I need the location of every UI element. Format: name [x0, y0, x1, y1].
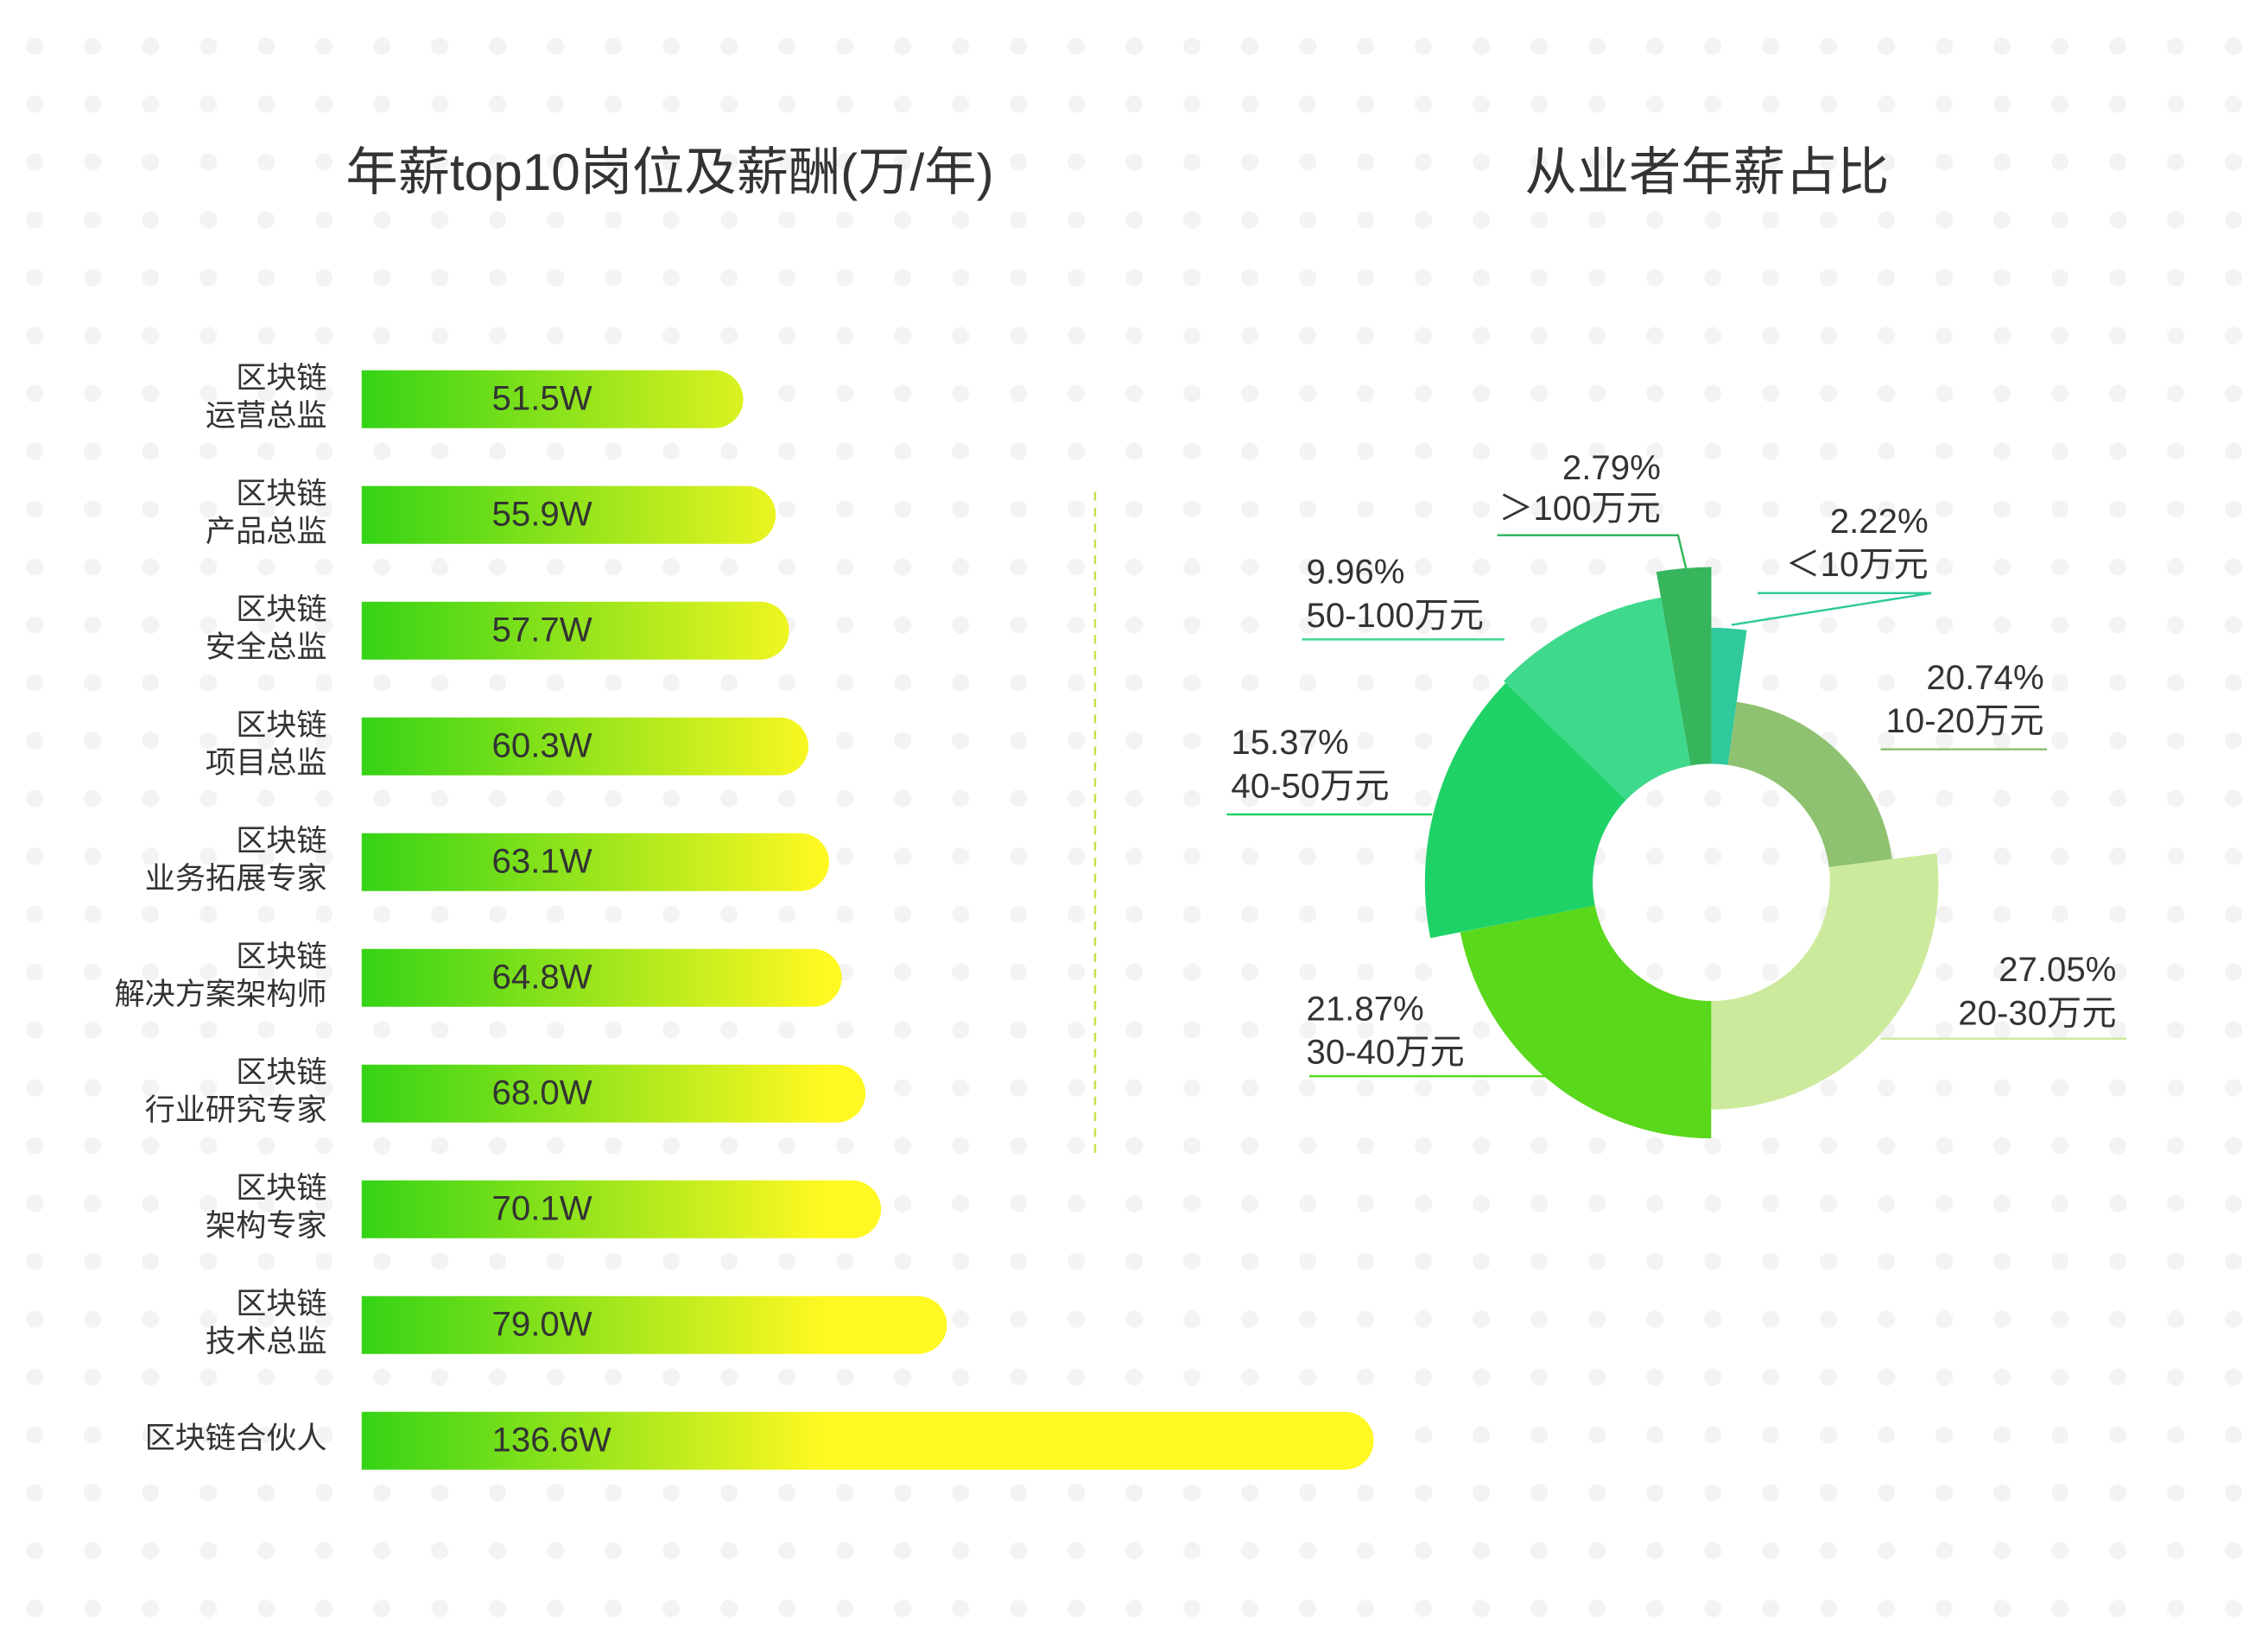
slice-value-label: 2.79%: [1562, 448, 1661, 487]
rose-slice: [1727, 701, 1892, 868]
rose-slice: [1424, 682, 1626, 939]
slice-value-label: 15.37%: [1231, 723, 1348, 762]
slice-value-label: 2.22%: [1830, 502, 1929, 541]
bar: [361, 833, 830, 891]
category-label: 区块链安全总监: [206, 593, 327, 665]
bar-value-label: 68.0W: [491, 1074, 592, 1112]
rose-slice: [1711, 627, 1747, 765]
category-label: 区块链运营总监: [206, 362, 327, 434]
slice-value-label: 20.74%: [1926, 658, 2043, 697]
rose-slice: [1711, 853, 1939, 1110]
bar: [361, 485, 776, 544]
category-label: 区块链业务拓展专家: [145, 825, 327, 896]
bar: [361, 370, 744, 428]
leader-line: [1731, 592, 1932, 626]
slice-category-label: 50-100万元: [1306, 596, 1484, 635]
bar-value-label: 63.1W: [491, 842, 592, 881]
category-label: 区块链解决方案架构师: [114, 940, 326, 1012]
slice-value-label: 21.87%: [1306, 989, 1423, 1028]
slice-category-label: ＞100万元: [1498, 489, 1661, 528]
bar-value-label: 79.0W: [491, 1305, 592, 1344]
rose-slice: [1460, 905, 1712, 1139]
category-label: 区块链合伙人: [145, 1422, 327, 1456]
bar: [361, 1064, 866, 1123]
category-label: 区块链产品总监: [206, 478, 327, 549]
leader-line: [1497, 534, 1688, 572]
bar-value-label: 51.5W: [491, 379, 592, 418]
bar: [361, 948, 842, 1007]
slice-category-label: 30-40万元: [1306, 1033, 1464, 1072]
bar-value-label: 60.3W: [491, 726, 592, 765]
category-label: 区块链行业研究专家: [145, 1056, 327, 1128]
rose-slice: [1656, 567, 1712, 766]
bar: [361, 1295, 947, 1354]
slice-category-label: 20-30万元: [1958, 993, 2116, 1032]
bar-value-label: 55.9W: [491, 495, 592, 534]
slice-value-label: 27.05%: [1999, 950, 2116, 989]
bar-value-label: 64.8W: [491, 958, 592, 997]
bar: [361, 601, 789, 660]
slice-value-label: 9.96%: [1306, 553, 1404, 592]
slice-category-label: 10-20万元: [1886, 701, 2044, 740]
bar: [361, 717, 809, 776]
pie-chart-title: 从业者年薪占比: [1524, 142, 1889, 201]
bar-value-label: 70.1W: [491, 1189, 592, 1228]
bar-value-label: 57.7W: [491, 611, 592, 649]
category-label: 区块链项目总监: [206, 709, 327, 781]
bar-chart-title: 年薪top10岗位及薪酬(万/年): [345, 142, 993, 201]
bar-value-label: 136.6W: [491, 1421, 611, 1460]
category-label: 区块链架构专家: [206, 1172, 327, 1244]
bar: [361, 1180, 882, 1238]
bar: [361, 1411, 1374, 1470]
category-label: 区块链技术总监: [206, 1288, 327, 1359]
slice-category-label: 40-50万元: [1231, 766, 1389, 805]
rose-slice: [1503, 597, 1691, 801]
slice-category-label: ＜10万元: [1785, 545, 1928, 584]
